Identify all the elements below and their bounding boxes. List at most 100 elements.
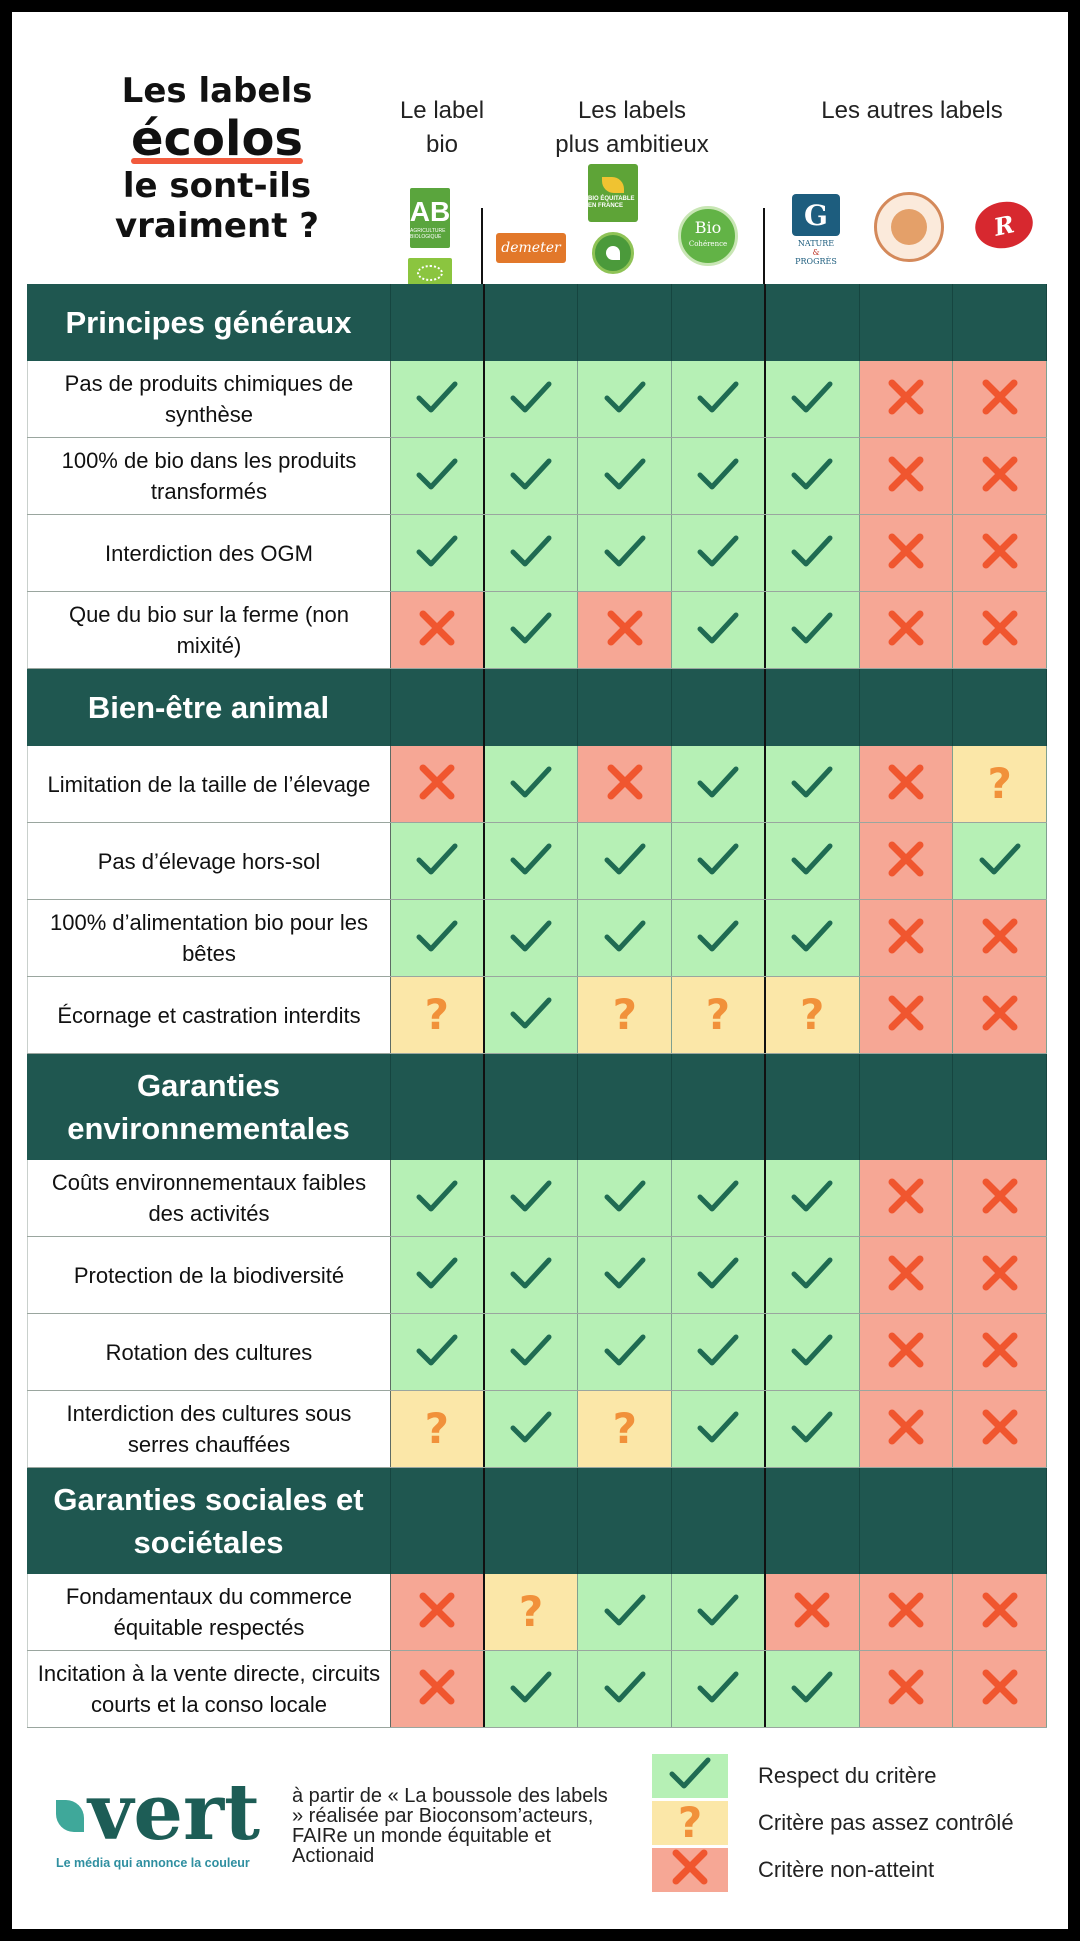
check-icon — [789, 1176, 835, 1221]
result-cell: ? — [390, 1391, 485, 1467]
criterion-label: Interdiction des cultures sous serres ch… — [27, 1391, 391, 1467]
result-cell — [859, 1237, 954, 1313]
section-header-cell — [578, 1468, 673, 1574]
check-icon — [508, 1667, 554, 1712]
question-mark-icon: ? — [612, 990, 637, 1039]
result-cell — [765, 1314, 860, 1390]
check-icon — [695, 608, 741, 653]
label-rouge-logo: R — [970, 196, 1038, 254]
criterion-label: 100% d’alimentation bio pour les bêtes — [27, 900, 391, 976]
cross-icon — [981, 455, 1019, 498]
check-icon — [695, 1590, 741, 1635]
result-cell: ? — [765, 977, 860, 1053]
criterion-label: Pas d’élevage hors-sol — [27, 823, 391, 899]
bio-coherence-logo: Bio Cohérence — [678, 206, 738, 266]
check-icon — [789, 377, 835, 422]
labels-comparison-table: Principes généraux Pas de produits chimiq… — [27, 284, 1047, 1728]
result-cell — [672, 1160, 766, 1236]
check-icon — [789, 839, 835, 884]
cross-icon — [981, 532, 1019, 575]
section-header-cell — [953, 284, 1047, 361]
result-cell — [765, 1160, 860, 1236]
section-header-cell — [766, 669, 860, 746]
title-line-1: Les labels — [121, 71, 313, 111]
result-cell — [765, 746, 860, 822]
result-cell — [484, 1237, 579, 1313]
result-cell — [578, 1237, 673, 1313]
group-header-others: Les autres labels — [782, 94, 1042, 128]
check-icon — [508, 608, 554, 653]
section-header-cell — [391, 669, 485, 746]
cross-icon — [418, 609, 456, 652]
cross-icon — [981, 994, 1019, 1037]
result-cell — [859, 515, 954, 591]
title-line-3: le sont-ils — [122, 166, 312, 206]
check-icon — [789, 1667, 835, 1712]
check-icon — [789, 454, 835, 499]
legend-item: Respect du critère — [652, 1752, 1014, 1799]
demeter-logo: demeter — [496, 233, 566, 263]
result-cell — [859, 1314, 954, 1390]
criterion-label: Coûts environnementaux faibles des activ… — [27, 1160, 391, 1236]
table-row: Pas d’élevage hors-sol — [27, 823, 1047, 900]
group-header-ambitious: Les labels plus ambitieux — [512, 94, 752, 162]
check-icon — [695, 1176, 741, 1221]
group-divider-1 — [481, 208, 483, 284]
result-cell — [390, 515, 485, 591]
result-cell — [859, 1651, 954, 1727]
cross-icon — [887, 532, 925, 575]
check-icon — [508, 993, 554, 1038]
check-icon — [508, 531, 554, 576]
section-title: Bien-être animal — [27, 669, 391, 746]
section-header: Bien-être animal — [27, 669, 1047, 746]
result-cell — [765, 438, 860, 514]
question-mark-icon: ? — [677, 1797, 703, 1847]
result-cell — [578, 1314, 673, 1390]
result-cell — [765, 900, 860, 976]
result-cell — [390, 823, 485, 899]
check-icon — [789, 1407, 835, 1452]
section-header-cell — [578, 1054, 673, 1160]
section-header-cell — [766, 1468, 860, 1574]
leaf-icon — [56, 1800, 84, 1832]
check-icon — [789, 608, 835, 653]
question-mark-icon: ? — [800, 990, 825, 1039]
cross-icon — [671, 1848, 709, 1891]
cross-icon — [887, 994, 925, 1037]
result-cell — [953, 1160, 1047, 1236]
check-icon — [414, 839, 460, 884]
section-header: Principes généraux — [27, 284, 1047, 361]
result-cell — [390, 592, 485, 668]
result-cell: ? — [578, 1391, 673, 1467]
vert-logo: vert Le média qui annonce la couleur — [56, 1774, 286, 1870]
cross-icon — [981, 609, 1019, 652]
section-header-cell — [485, 669, 579, 746]
result-cell — [672, 1237, 766, 1313]
result-cell — [953, 438, 1047, 514]
check-icon — [695, 839, 741, 884]
criterion-label: Interdiction des OGM — [27, 515, 391, 591]
result-cell — [484, 438, 579, 514]
check-icon — [414, 1330, 460, 1375]
result-cell — [859, 977, 954, 1053]
nature-et-progres-logo: G NATURE & PROGRÈS — [788, 194, 844, 266]
section-header-cell — [672, 669, 766, 746]
result-cell — [578, 1651, 673, 1727]
check-icon — [508, 762, 554, 807]
legend-swatch: ? — [652, 1797, 728, 1847]
cross-icon — [606, 763, 644, 806]
table-row: Écornage et castration interdits???? — [27, 977, 1047, 1054]
result-cell — [578, 746, 673, 822]
criterion-label: Limitation de la taille de l’élevage — [27, 746, 391, 822]
result-cell — [390, 361, 485, 437]
cross-icon — [887, 1177, 925, 1220]
group-others-line-1: Les autres labels — [821, 97, 1003, 124]
legend-swatch — [652, 1847, 728, 1892]
check-icon — [508, 916, 554, 961]
result-cell — [672, 592, 766, 668]
check-icon — [508, 1176, 554, 1221]
check-icon — [789, 531, 835, 576]
result-cell — [578, 1574, 673, 1650]
result-cell — [484, 1391, 579, 1467]
section-header: Garanties environnementales — [27, 1054, 1047, 1160]
